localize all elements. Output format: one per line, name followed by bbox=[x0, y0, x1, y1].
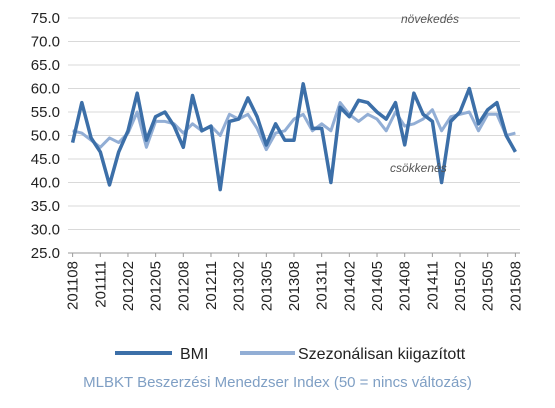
y-tick-label: 70.0 bbox=[31, 34, 60, 51]
x-tick-label: 201311 bbox=[314, 261, 331, 310]
x-tick-label: 201308 bbox=[286, 261, 303, 311]
x-tick-label: 201305 bbox=[258, 261, 275, 311]
x-tick-label: 201208 bbox=[175, 261, 192, 311]
x-tick-label: 201411 bbox=[424, 261, 441, 310]
annotation-novekedes: növekedés bbox=[401, 12, 459, 26]
x-tick-label: 201202 bbox=[120, 261, 137, 311]
x-tick-label: 201108 bbox=[65, 261, 82, 310]
x-tick-label: 201502 bbox=[452, 261, 469, 311]
x-tick-label: 201405 bbox=[369, 261, 386, 311]
y-axis-tick-labels: 75.0 70.0 65.0 60.0 55.0 50.0 45.0 40.0 35.0 30.0… bbox=[31, 10, 60, 262]
y-tick-label: 25.0 bbox=[31, 245, 60, 262]
chart-caption: MLBKT Beszerzési Menedzser Index (50 = n… bbox=[83, 374, 472, 391]
y-tick-label: 40.0 bbox=[31, 175, 60, 192]
x-tick-label: 201211 bbox=[203, 261, 220, 310]
pmi-line-chart: 75.0 70.0 65.0 60.0 55.0 50.0 45.0 40.0 35.0 30.0… bbox=[31, 10, 525, 363]
y-tick-label: 45.0 bbox=[31, 151, 60, 168]
annotation-csokkenes: csökkenés bbox=[390, 161, 447, 175]
legend: BMI Szezonálisan kiigazított bbox=[115, 346, 466, 363]
y-tick-label: 55.0 bbox=[31, 104, 60, 121]
y-tick-label: 50.0 bbox=[31, 128, 60, 145]
x-tick-label: 201402 bbox=[341, 261, 358, 311]
y-tick-label: 60.0 bbox=[31, 81, 60, 98]
y-tick-label: 30.0 bbox=[31, 222, 60, 239]
series-line-bmi bbox=[70, 82, 517, 192]
x-tick-label: 201111 bbox=[92, 261, 109, 308]
x-tick-label: 201408 bbox=[397, 261, 414, 311]
x-tick-label: 201302 bbox=[231, 261, 248, 311]
y-tick-label: 75.0 bbox=[31, 10, 60, 27]
y-tick-label: 65.0 bbox=[31, 57, 60, 74]
legend-label-seasonally-adjusted: Szezonálisan kiigazított bbox=[298, 346, 466, 363]
x-axis-tick-labels: 201108 201111 201202 201205 201208 201211 2013… bbox=[65, 253, 524, 311]
y-tick-label: 35.0 bbox=[31, 198, 60, 215]
series-lines bbox=[70, 82, 517, 192]
x-tick-label: 201505 bbox=[480, 261, 497, 311]
x-tick-label: 201508 bbox=[507, 261, 524, 311]
x-tick-label: 201205 bbox=[148, 261, 165, 311]
legend-label-bmi: BMI bbox=[180, 346, 208, 363]
series-line-seasonally-adjusted bbox=[72, 101, 516, 152]
